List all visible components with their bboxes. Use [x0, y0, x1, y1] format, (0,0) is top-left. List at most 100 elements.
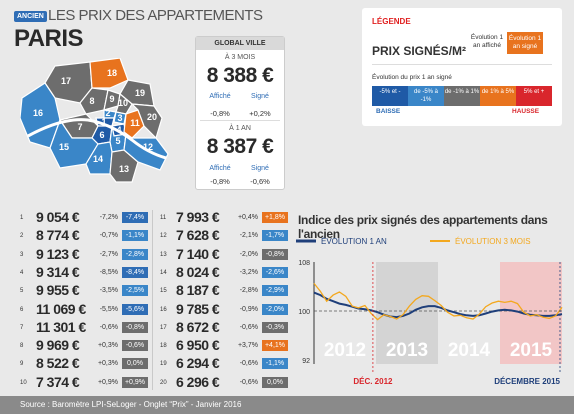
- arr-number: 13: [160, 251, 167, 258]
- arr-number: 17: [160, 324, 167, 331]
- arr-affiche: +0,3%: [97, 342, 118, 350]
- one-year-signe: -0,6%: [250, 177, 270, 186]
- map-label-14: 14: [93, 154, 103, 164]
- year-label-2014: 2014: [448, 340, 491, 361]
- table-row: 3 9 123 € -2,7% -2,8%: [20, 246, 150, 266]
- arr-price: 8 024 €: [176, 263, 220, 280]
- global-title: GLOBAL VILLE: [196, 37, 284, 50]
- map-label-17: 17: [61, 76, 71, 86]
- map-label-2: 2: [105, 108, 110, 118]
- arr-number: 19: [160, 361, 167, 368]
- arr-price: 7 140 €: [176, 245, 220, 262]
- arr-signe-badge: -5,6%: [122, 303, 148, 315]
- arr-signe-badge: -0,8%: [122, 321, 148, 333]
- arr-signe-badge: 0,0%: [262, 376, 288, 388]
- arr-signe-badge: -1,1%: [122, 230, 148, 242]
- three-month-signe: +0,2%: [249, 109, 271, 118]
- series-line-3mois: [313, 282, 563, 321]
- arr-signe-badge: -0,3%: [262, 321, 288, 333]
- legend-scale: -5% et - de -5% à -1% de -1% à 1% de 1% …: [372, 86, 552, 106]
- scale-3: de -1% à 1%: [444, 86, 480, 106]
- year-label-2015: 2015: [510, 340, 553, 361]
- scale-4: de 1% à 5%: [480, 86, 516, 106]
- map-label-7: 7: [77, 122, 82, 132]
- arr-price: 9 969 €: [36, 337, 80, 354]
- arr-price: 9 123 €: [36, 245, 80, 262]
- arr-number: 20: [160, 379, 167, 386]
- arr-11: [123, 109, 145, 139]
- year-band-2015: [500, 262, 562, 364]
- three-month-price: 8 388 €: [206, 64, 274, 87]
- arr-affiche: -0,7%: [99, 232, 118, 240]
- y-tick-92: 92: [302, 358, 310, 365]
- map-label-1: 1: [101, 117, 106, 127]
- table-row: 2 8 774 € -0,7% -1,1%: [20, 227, 150, 247]
- arr-price: 11 069 €: [36, 300, 86, 317]
- annotation-dec-2012: DÉC. 2012: [353, 377, 393, 386]
- arr-signe-badge: -7,4%: [122, 212, 148, 223]
- table-row: 11 7 993 € +0,4% +1,8%: [160, 209, 290, 229]
- arr-affiche: -7,2%: [99, 214, 118, 221]
- arr-number: 15: [160, 288, 167, 295]
- arr-number: 4: [20, 269, 24, 276]
- one-year-affiche: -0,8%: [210, 177, 230, 186]
- table-row: 7 11 301 € -0,6% -0,8%: [20, 319, 150, 339]
- table-row: 15 8 187 € -2,8% -2,9%: [160, 282, 290, 302]
- ancien-badge: ANCIEN: [14, 11, 47, 22]
- map-label-18: 18: [107, 68, 117, 78]
- one-year-affiche-label: Affiché: [209, 165, 231, 172]
- table-row: 8 9 969 € +0,3% -0,6%: [20, 337, 150, 357]
- map-label-5: 5: [115, 136, 120, 146]
- map-label-12: 12: [143, 142, 153, 152]
- arr-number: 11: [160, 215, 167, 221]
- scale-2: de -5% à -1%: [408, 86, 444, 106]
- arr-affiche: -2,0%: [239, 250, 258, 258]
- map-label-20: 20: [147, 112, 157, 122]
- year-label-2013: 2013: [386, 340, 428, 361]
- arr-number: 16: [160, 306, 167, 313]
- arr-affiche: -2,1%: [239, 232, 258, 240]
- arr-signe-badge: -2,0%: [262, 303, 288, 315]
- arr-affiche: -3,5%: [99, 287, 118, 295]
- map-label-13: 13: [119, 164, 129, 174]
- arr-price: 6 296 €: [176, 373, 220, 390]
- arr-affiche: +0,4%: [237, 214, 258, 221]
- table-row: 19 6 294 € -0,6% -1,1%: [160, 355, 290, 375]
- arr-number: 8: [20, 343, 24, 350]
- arr-affiche: -0,9%: [239, 305, 258, 313]
- arr-number: 1: [20, 215, 24, 221]
- arr-signe-badge: +0,9%: [122, 376, 148, 388]
- scale-1: -5% et -: [372, 86, 408, 106]
- legend-baisse: BAISSE: [376, 108, 401, 115]
- arr-number: 2: [20, 233, 24, 240]
- arr-signe-badge: -2,6%: [262, 266, 288, 278]
- table-row: 9 8 522 € +0,3% 0,0%: [20, 355, 150, 375]
- three-month-label: À 3 MOIS: [224, 54, 256, 61]
- arr-affiche: +0,3%: [97, 360, 118, 368]
- table-row: 4 9 314 € -8,5% -8,4%: [20, 264, 150, 284]
- year-band-2013: [376, 262, 438, 364]
- arr-number: 7: [20, 324, 24, 331]
- arr-price: 7 628 €: [176, 227, 220, 244]
- one-year-price: 8 387 €: [206, 135, 274, 158]
- chart-title: Indice des prix signés des appartements …: [298, 213, 548, 241]
- legend-hausse: HAUSSE: [512, 108, 540, 115]
- arr-number: 18: [160, 343, 167, 350]
- map-label-19: 19: [135, 88, 145, 98]
- map-label-4: 4: [116, 125, 121, 135]
- legend-box: LÉGENDE PRIX SIGNÉS/M² Évolution 1 an af…: [362, 8, 562, 126]
- arrondissement-table-left: 1 9 054 € -7,2% -7,4% 2 8 774 € -0,7% -1,1% 3 9 1…: [20, 209, 150, 394]
- map-label-8: 8: [89, 96, 94, 106]
- one-year-signe-label: Signé: [251, 165, 269, 172]
- legend-text-1an: ÉVOLUTION 1 AN: [321, 237, 387, 246]
- arr-affiche: -5,5%: [99, 305, 118, 313]
- global-ville-box: GLOBAL VILLE À 3 MOIS 8 388 € Affiché Si…: [195, 36, 285, 190]
- arr-price: 8 187 €: [176, 282, 220, 299]
- arr-number: 9: [20, 361, 24, 368]
- arr-signe-badge: -8,4%: [122, 266, 148, 278]
- scale-5: 5% et +: [516, 86, 552, 106]
- arr-affiche: -3,2%: [239, 268, 258, 276]
- legend-text-3mois: ÉVOLUTION 3 MOIS: [455, 237, 531, 246]
- paris-map: 18 19 17 8 9 10 2 3 1 4 11 20 16 7 6 5 1…: [20, 58, 169, 183]
- table-row: 10 7 374 € +0,9% +0,9%: [20, 374, 150, 394]
